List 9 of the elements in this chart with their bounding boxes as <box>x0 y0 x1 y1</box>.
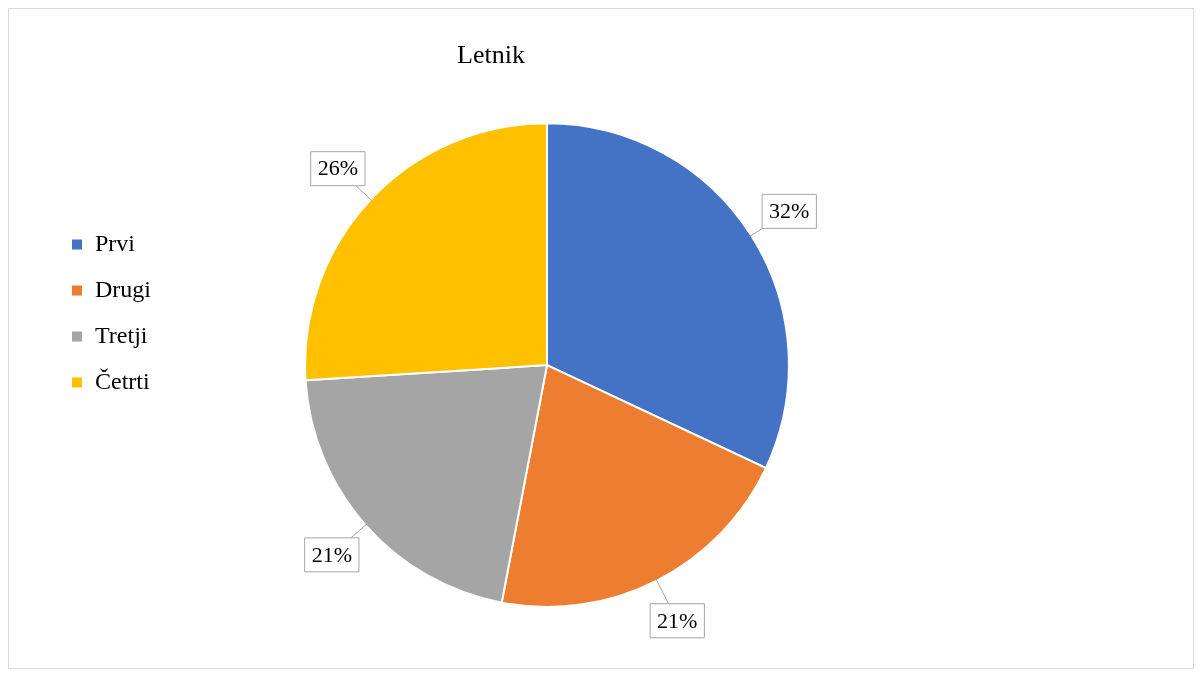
data-label: 26% <box>317 155 359 181</box>
data-label: 21% <box>657 607 698 633</box>
data-label: 32% <box>769 198 810 224</box>
legend-label: Tretji <box>95 321 148 348</box>
chart-title: Letnik <box>457 40 525 70</box>
legend-label: Prvi <box>95 229 136 256</box>
legend-label: Četrti <box>95 367 150 394</box>
legend-label: Drugi <box>95 275 152 302</box>
data-label: 21% <box>311 541 352 567</box>
